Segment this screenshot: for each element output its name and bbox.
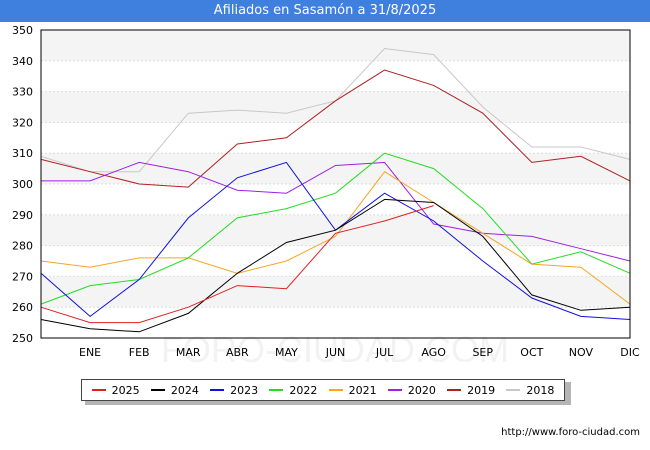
x-tick-label: AGO [421,346,446,359]
y-tick-label: 330 [12,86,33,99]
background-bands [41,30,630,338]
series-line-2020 [41,161,631,262]
x-tick-label: MAR [176,346,201,359]
legend-swatch [210,389,225,391]
source-url: http://www.foro-ciudad.com [501,427,640,438]
y-tick-label: 250 [12,332,33,345]
x-tick-label: ABR [226,346,249,359]
legend-label: 2023 [230,383,259,397]
legend-swatch [269,389,284,391]
x-tick-label: JUL [375,346,394,359]
band [41,153,630,184]
y-tick-label: 320 [12,116,33,129]
band [41,245,630,277]
x-tick-label: JUN [325,346,346,359]
legend-label: 2024 [170,383,199,397]
legend-label: 2020 [407,383,436,397]
x-tick-label: NOV [569,346,594,359]
line-chart: FORO-CIUDAD.COM 250 260 270 280 290 300 310 320… [12,24,640,362]
legend-item-2023: 2023 [210,384,258,397]
x-tick-label: FEB [129,346,150,359]
y-tick-label: 300 [12,178,33,191]
watermark-text: FORO-CIUDAD.COM [161,329,509,362]
legend-item-2024: 2024 [150,383,199,397]
y-tick-label: 270 [12,270,33,283]
series-lines [40,47,631,333]
y-tick-label: 280 [12,240,33,253]
plot-frame [40,29,631,339]
legend-item-2019: 2019 [447,384,495,397]
x-tick-label: DIC [620,346,640,359]
y-tick-label: 260 [12,301,33,314]
y-axis-ticks: 250 260 270 280 290 300 310 320 330 340 350 [12,24,33,345]
legend-label: 2022 [289,383,318,397]
legend-swatch [91,389,106,391]
y-tick-label: 310 [12,147,33,160]
band [41,276,630,308]
legend: 2025 2024 2023 2022 2021 2020 2019 2018 [81,379,565,401]
series-line-2019 [40,69,631,188]
series-line-2024 [40,198,631,333]
band [41,60,630,92]
x-tick-label: ENE [79,346,101,359]
legend-label: 2025 [111,383,140,397]
legend-swatch [387,389,402,391]
band [41,91,630,123]
band [41,30,630,61]
y-tick-label: 290 [12,209,33,222]
legend-label: 2018 [526,383,555,397]
legend-label: 2019 [467,383,496,397]
y-tick-label: 340 [12,55,33,68]
legend-label: 2021 [348,383,377,397]
x-tick-label: OCT [520,346,543,359]
legend-swatch [447,389,462,391]
y-tick-label: 350 [12,24,33,37]
x-axis-ticks: ENE FEB MAR ABR MAY JUN JUL AGO SEP OCT NOV DIC [79,346,640,359]
legend-item-2022: 2022 [269,384,317,397]
legend-item-2021: 2021 [328,383,377,397]
series-line-2025 [40,205,434,324]
legend-item-2018: 2018 [506,384,554,397]
legend-swatch [150,389,165,391]
legend-swatch [506,389,521,391]
band [41,184,630,215]
legend-item-2020: 2020 [387,383,436,397]
legend-item-2025: 2025 [91,383,140,397]
band [41,122,630,154]
x-tick-label: SEP [472,346,493,359]
legend-swatch [328,389,343,391]
x-tick-label: MAY [275,346,298,359]
chart-title: Afiliados en Sasamón a 31/8/2025 [0,0,650,22]
